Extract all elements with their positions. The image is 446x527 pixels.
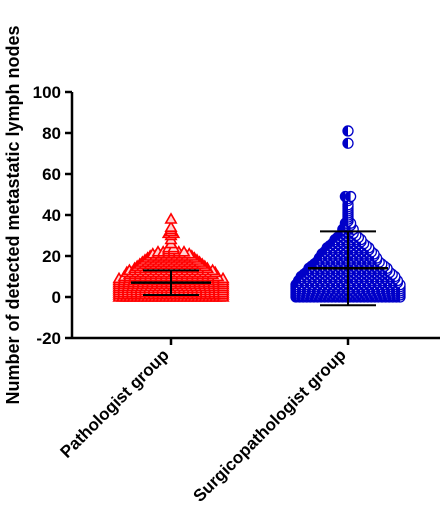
y-tick-label: 20 bbox=[42, 247, 61, 266]
data-point-circle bbox=[342, 137, 354, 149]
y-tick-label: 100 bbox=[33, 83, 61, 102]
data-point-triangle bbox=[164, 220, 178, 232]
data-points bbox=[112, 125, 406, 307]
y-tick-label: 40 bbox=[42, 206, 61, 225]
data-point-circle bbox=[344, 190, 357, 203]
x-category-label: Pathologist group bbox=[57, 345, 173, 461]
y-tick-label: 60 bbox=[42, 165, 61, 184]
data-point-triangle bbox=[164, 212, 178, 224]
y-tick-label: -20 bbox=[36, 329, 61, 348]
y-tick-label: 0 bbox=[52, 288, 61, 307]
y-tick-label: 80 bbox=[42, 124, 61, 143]
data-point-circle bbox=[342, 125, 354, 137]
x-category-label: Surgicopathologist group bbox=[189, 345, 349, 505]
data-point-triangle bbox=[177, 245, 191, 257]
y-axis-title: Number of detected metastatic lymph node… bbox=[3, 25, 23, 404]
